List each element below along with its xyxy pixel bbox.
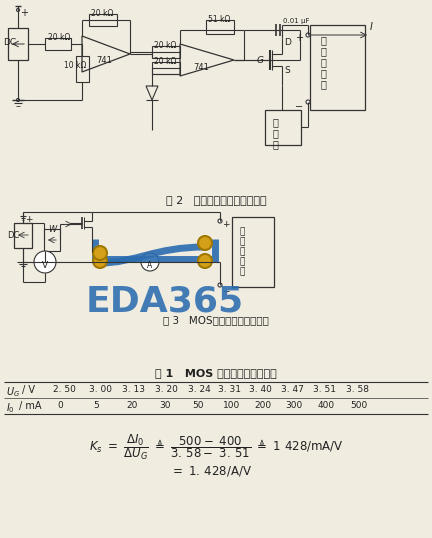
Text: 20: 20 [126, 401, 137, 410]
Text: 500: 500 [350, 401, 367, 410]
Text: 图 2   恒流型电子负载电原理图: 图 2 恒流型电子负载电原理图 [166, 195, 266, 205]
Bar [152, 62, 180, 74]
Circle shape [93, 246, 107, 260]
Text: 图 3   MOS管放大系数实验电路: 图 3 MOS管放大系数实验电路 [163, 315, 269, 325]
Text: 20 kΩ: 20 kΩ [91, 9, 113, 18]
Text: +: + [20, 8, 28, 18]
Bar [8, 28, 28, 60]
Circle shape [141, 253, 159, 271]
Bar [89, 14, 117, 26]
Text: 30: 30 [159, 401, 171, 410]
Text: 3. 13: 3. 13 [122, 385, 145, 394]
Text: 741: 741 [96, 56, 112, 65]
Text: 测: 测 [240, 237, 245, 246]
Text: 器: 器 [273, 139, 279, 149]
Text: +: + [25, 215, 32, 224]
Circle shape [218, 283, 222, 287]
Text: A: A [147, 260, 152, 270]
Text: 3. 51: 3. 51 [313, 385, 336, 394]
Bar [152, 46, 180, 58]
Text: 0: 0 [57, 401, 63, 410]
Text: −: − [222, 286, 229, 295]
Text: W: W [48, 225, 56, 234]
Text: EDA365: EDA365 [86, 285, 244, 319]
Circle shape [34, 251, 56, 273]
Circle shape [16, 98, 19, 102]
Text: 传: 传 [273, 117, 279, 127]
Bar [76, 56, 89, 82]
Text: 5: 5 [93, 401, 99, 410]
Text: I: I [370, 22, 373, 32]
Bar [44, 229, 60, 251]
Text: V: V [42, 260, 48, 270]
Text: 3. 00: 3. 00 [89, 385, 112, 394]
Circle shape [93, 254, 107, 268]
Text: 源: 源 [321, 79, 327, 89]
Text: D: D [284, 38, 291, 47]
Circle shape [16, 9, 19, 11]
Circle shape [198, 254, 212, 268]
Text: 200: 200 [254, 401, 271, 410]
Bar [265, 110, 301, 145]
Text: DC: DC [7, 231, 19, 240]
Text: / mA: / mA [19, 401, 41, 411]
Text: 被: 被 [240, 227, 245, 236]
Text: 电: 电 [240, 247, 245, 256]
Text: DC: DC [3, 38, 16, 47]
Text: 300: 300 [285, 401, 302, 410]
Text: $=\ 1.\,428/\mathrm{A/V}$: $=\ 1.\,428/\mathrm{A/V}$ [170, 464, 252, 478]
Text: 源: 源 [240, 267, 245, 276]
Text: −: − [295, 102, 303, 112]
Circle shape [306, 100, 310, 104]
Bar [206, 20, 234, 34]
Text: 3. 20: 3. 20 [155, 385, 178, 394]
Text: $U_G$: $U_G$ [6, 385, 20, 399]
Text: $K_s\ =\ \dfrac{\Delta I_0}{\Delta U_G}\ \triangleq\ \dfrac{500-\ 400}{3.\,58-\ : $K_s\ =\ \dfrac{\Delta I_0}{\Delta U_G}\… [89, 432, 343, 462]
Text: 400: 400 [318, 401, 335, 410]
Text: 10 kΩ: 10 kΩ [64, 61, 86, 70]
Text: 3. 40: 3. 40 [249, 385, 272, 394]
Text: 3. 58: 3. 58 [346, 385, 369, 394]
Text: +: + [295, 33, 303, 43]
Text: 被: 被 [321, 35, 327, 45]
Text: 50: 50 [192, 401, 203, 410]
Text: 表 1   MOS 管放大系数实验数据: 表 1 MOS 管放大系数实验数据 [155, 368, 277, 378]
Text: 741: 741 [193, 63, 209, 72]
Text: 压: 压 [321, 68, 327, 78]
Circle shape [306, 33, 310, 37]
Text: +: + [222, 220, 229, 229]
Text: / V: / V [22, 385, 35, 395]
Text: $I_0$: $I_0$ [6, 401, 15, 415]
Circle shape [198, 236, 212, 250]
Text: 20 kΩ: 20 kΩ [48, 33, 70, 42]
Circle shape [218, 219, 222, 223]
Text: 20 kΩ: 20 kΩ [154, 57, 176, 66]
Text: 3. 47: 3. 47 [281, 385, 304, 394]
Text: 0.01 μF: 0.01 μF [283, 18, 309, 24]
Text: 测: 测 [321, 46, 327, 56]
Text: 感: 感 [273, 128, 279, 138]
Bar [14, 223, 32, 248]
Text: 51 kΩ: 51 kΩ [208, 15, 230, 24]
Bar [310, 25, 365, 110]
Text: 3. 24: 3. 24 [188, 385, 211, 394]
Text: 电: 电 [321, 57, 327, 67]
Text: 压: 压 [240, 257, 245, 266]
Text: 3. 31: 3. 31 [218, 385, 241, 394]
Text: 100: 100 [223, 401, 240, 410]
Text: G: G [257, 56, 264, 65]
Bar [232, 217, 274, 287]
Bar [45, 38, 71, 50]
Text: S: S [284, 66, 290, 75]
Text: 2. 50: 2. 50 [53, 385, 76, 394]
Text: 20 kΩ: 20 kΩ [154, 41, 176, 50]
